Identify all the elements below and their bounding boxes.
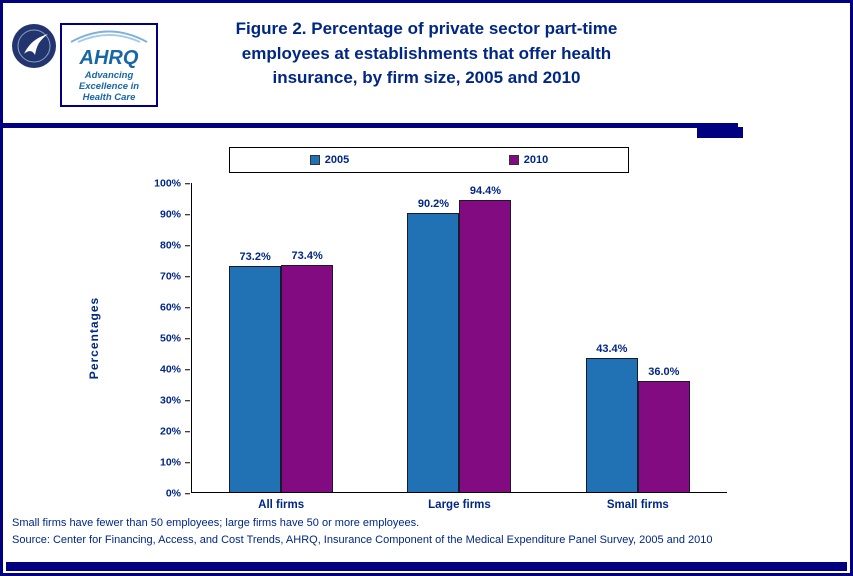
footnote-definition: Small firms have fewer than 50 employees… (12, 516, 420, 529)
bar-value-label: 94.4% (469, 185, 502, 198)
bar-column: 90.2% (407, 183, 460, 492)
bar-value-label: 73.4% (291, 250, 323, 263)
category-label: Small firms (606, 499, 669, 511)
y-tick-label: 100% (154, 178, 191, 189)
ahrq-swoosh-icon (70, 30, 148, 43)
footnotes: Small firms have fewer than 50 employees… (12, 515, 713, 549)
ahrq-logo-tagline: Advancing Excellence in Health Care (78, 70, 140, 104)
bar-column: 36.0% (637, 183, 690, 492)
legend-item-2010: 2010 (508, 154, 549, 166)
category-label: Large firms (428, 499, 491, 511)
figure-title: Figure 2. Percentage of private sector p… (235, 19, 618, 88)
bottom-bar (6, 562, 847, 571)
bar-column: 73.4% (281, 183, 334, 492)
y-tick-label: 50% (160, 333, 191, 344)
bar-value-label: 36.0% (648, 365, 680, 378)
bar-2005 (407, 213, 460, 492)
logo-block: AHRQ Advancing Excellence in Health Care (11, 23, 158, 107)
y-tick-label: 80% (160, 240, 191, 251)
header-rule-shadow (697, 127, 743, 138)
bar-2010 (459, 200, 512, 492)
y-axis-title: Percentages (65, 183, 123, 493)
footnote-source: Source: Center for Financing, Access, an… (12, 533, 713, 546)
y-tick-label: 20% (160, 426, 191, 437)
bar-2010 (637, 380, 690, 492)
header: AHRQ Advancing Excellence in Health Care… (3, 17, 850, 121)
y-axis-ticks: 0% 10% 20% 30% 40% 50% 60% 70% 80% 90% 100% (123, 178, 191, 498)
legend-label-2010: 2010 (523, 154, 549, 166)
legend-swatch-2005 (309, 155, 320, 165)
y-tick-label: 90% (160, 209, 191, 220)
hhs-logo (11, 23, 57, 69)
bar-value-label: 43.4% (596, 342, 628, 355)
y-tick-label: 40% (160, 364, 191, 375)
bar-value-label: 90.2% (417, 198, 450, 211)
ahrq-logo: AHRQ Advancing Excellence in Health Care (60, 23, 158, 107)
y-tick-label: 60% (160, 302, 191, 313)
chart: 2005 2010 Percentages 0% 10% 20% 30% 40% 50% 6… (3, 147, 850, 511)
bar-2005 (585, 357, 638, 492)
ahrq-logo-text: AHRQ (79, 47, 139, 69)
category-label: All firms (258, 499, 305, 511)
bar-2005 (229, 265, 282, 492)
y-axis-title-text: Percentages (87, 296, 101, 380)
y-tick-label: 30% (160, 395, 191, 406)
bar-group-large-firms: 90.2% 94.4% Large firms (407, 183, 512, 511)
bar-value-label: 73.2% (239, 250, 271, 263)
bar-column: 43.4% (585, 183, 638, 492)
legend-label-2005: 2005 (324, 154, 350, 166)
y-tick-label: 10% (160, 457, 191, 468)
bar-column: 73.2% (229, 183, 282, 492)
header-rule-line (3, 123, 738, 128)
bar-column: 94.4% (459, 183, 512, 492)
hhs-seal-icon (12, 24, 56, 68)
legend: 2005 2010 (229, 147, 629, 173)
bar-group-all-firms: 73.2% 73.4% All firms (229, 183, 334, 511)
plot-area: 73.2% 73.4% All firms 90.2% 94.4% Large firms… (191, 183, 727, 511)
legend-swatch-2010 (508, 155, 519, 165)
y-tick-label: 70% (160, 271, 191, 282)
plot-row: Percentages 0% 10% 20% 30% 40% 50% 60% 70% 80% 90… (65, 178, 850, 511)
bar-2010 (281, 265, 334, 492)
bar-group-small-firms: 43.4% 36.0% Small firms (585, 183, 690, 511)
legend-item-2005: 2005 (309, 154, 350, 166)
header-rule (3, 121, 850, 139)
y-tick-label: 0% (166, 488, 191, 499)
